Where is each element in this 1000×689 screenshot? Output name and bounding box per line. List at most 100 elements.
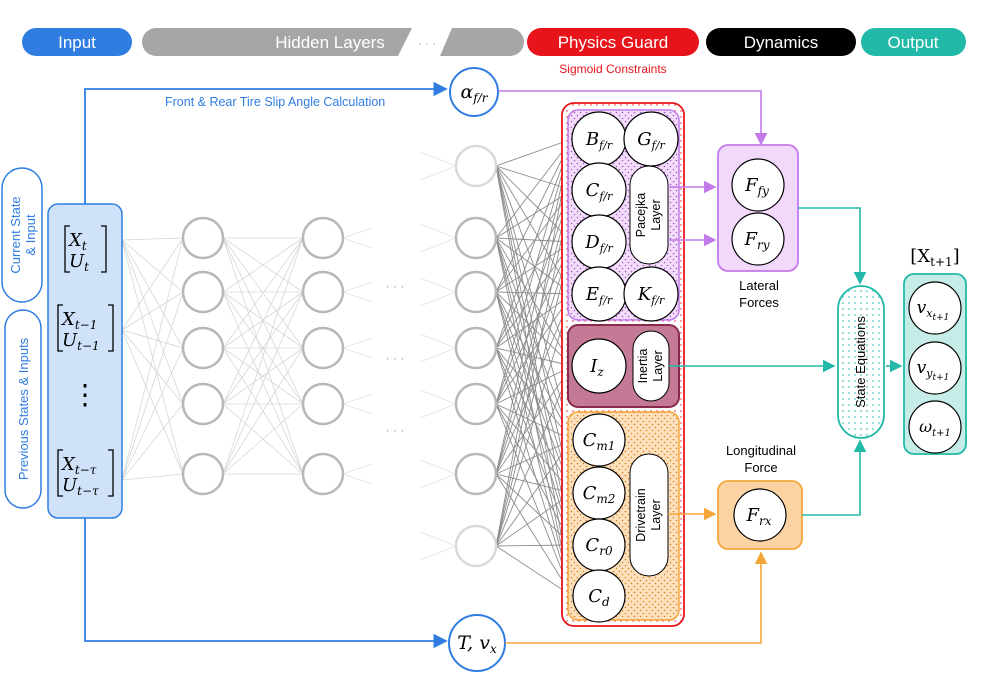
- bracket-left-3: [57, 449, 63, 497]
- svg-text:Ef/r: Ef/r: [585, 284, 613, 307]
- hidden-neuron: [454, 524, 498, 568]
- svg-text:vxt+1: vxt+1: [917, 298, 950, 323]
- svg-text:Fry: Fry: [743, 229, 769, 252]
- nn-edge: [419, 165, 457, 181]
- nn-edge: [419, 459, 457, 475]
- svg-text:Kf/r: Kf/r: [637, 284, 665, 307]
- longitudinal-force-block: Longitudinal Force Frx: [717, 443, 803, 550]
- header-dynamics-label: Dynamics: [744, 33, 819, 52]
- nn-edge-to-physics: [495, 545, 573, 597]
- nn-edge: [121, 329, 184, 405]
- input-xt-1: Xt−1: [60, 309, 97, 332]
- svg-text:Bf/r: Bf/r: [585, 129, 613, 152]
- nn-edge-to-physics: [495, 241, 573, 405]
- nn-edge: [342, 237, 373, 249]
- nn-edge: [419, 291, 457, 307]
- nn-edge: [342, 337, 373, 349]
- nn-edge: [121, 239, 184, 405]
- nn-edge: [419, 347, 457, 363]
- alpha-label: αf/r: [460, 81, 488, 105]
- slip-path: [84, 81, 448, 204]
- nn-edge: [222, 291, 304, 405]
- nn-edge-to-physics: [495, 138, 573, 475]
- nn-edge-to-physics: [495, 544, 573, 547]
- nn-edge: [121, 237, 184, 481]
- nn-edge: [222, 291, 304, 349]
- nn-edge: [419, 545, 457, 561]
- output-title: [Xt+1]: [910, 246, 959, 269]
- nn-edge: [342, 463, 373, 475]
- nn-edge-to-physics: [495, 138, 573, 239]
- nn-edge-to-physics: [495, 293, 573, 475]
- hidden-dots-1: · · ·: [386, 279, 405, 293]
- nn-edge: [222, 237, 304, 349]
- input-vertical-dots: ⋮: [71, 379, 99, 410]
- nn-edge: [121, 329, 184, 475]
- nn-edge: [121, 403, 184, 481]
- param-b: Bf/r: [571, 111, 627, 167]
- nn-edge: [222, 347, 304, 475]
- force-frx: Frx: [733, 488, 787, 542]
- hidden-neuron: [181, 216, 225, 260]
- force-ffy: Ffy: [731, 158, 785, 212]
- nn-edge: [419, 223, 457, 239]
- input-ut: Ut: [69, 251, 89, 274]
- current-state-line-1: Current State: [8, 196, 23, 273]
- nn-edge-to-physics: [495, 241, 573, 475]
- torque-velocity-label: T, vx: [457, 632, 497, 656]
- longitudinal-to-state: [802, 439, 867, 516]
- nn-edge-to-physics: [495, 138, 573, 167]
- nn-edge: [419, 389, 457, 405]
- previous-states-label: Previous States & Inputs: [16, 337, 31, 480]
- nn-edge-to-physics: [495, 189, 573, 547]
- param-cm1: Cm1: [572, 413, 626, 467]
- header-bar: Input Hidden Layers · · · Physics Guard …: [22, 28, 966, 76]
- param-iz: Iz: [571, 338, 627, 394]
- drivetrain-layer-line-1: Drivetrain: [634, 488, 648, 542]
- hidden-neuron: [181, 326, 225, 370]
- header-output-label: Output: [887, 33, 938, 52]
- nn-edge: [222, 403, 304, 475]
- torque-path: [84, 518, 448, 649]
- nn-edge-to-physics: [495, 403, 573, 441]
- nn-edge: [121, 237, 184, 331]
- nn-edge-to-physics: [495, 439, 573, 547]
- nn-edge-to-physics: [495, 492, 573, 547]
- nn-edge: [121, 239, 184, 293]
- nn-edge-to-physics: [495, 165, 573, 441]
- nn-edge: [121, 239, 184, 349]
- nn-edge: [222, 237, 304, 475]
- longitudinal-force-line-2: Force: [744, 460, 777, 475]
- svg-text:Cd: Cd: [588, 586, 610, 609]
- input-ut-1: Ut−1: [62, 330, 100, 353]
- hidden-neuron: [301, 216, 345, 260]
- hidden-dots-3: · · ·: [386, 423, 405, 437]
- inertia-layer-line-2: Layer: [651, 350, 665, 381]
- state-equations: State Equations: [837, 285, 885, 439]
- input-ut-tau: Ut−τ: [62, 475, 99, 498]
- nn-edge-to-physics: [495, 189, 573, 475]
- nn-edge-to-physics: [495, 293, 573, 349]
- header-physics-pill: [527, 28, 699, 56]
- nn-edge: [342, 227, 373, 239]
- nn-edge: [121, 473, 184, 481]
- nn-edge: [222, 237, 304, 293]
- output-vy: vyt+1: [908, 341, 962, 395]
- param-cr0: Cr0: [572, 518, 626, 572]
- param-cd: Cd: [572, 569, 626, 623]
- header-hidden-tail: [440, 28, 524, 56]
- nn-edge: [342, 393, 373, 405]
- nn-edge: [419, 333, 457, 349]
- header-physics-sub: Sigmoid Constraints: [559, 62, 666, 76]
- hidden-neuron: [301, 452, 345, 496]
- header-dynamics-pill: [706, 28, 856, 56]
- lateral-forces-block: Ffy Fry Lateral Forces: [717, 144, 799, 310]
- hidden-neuron: [301, 382, 345, 426]
- nn-edge-to-physics: [495, 165, 573, 243]
- nn-edge-to-physics: [495, 237, 573, 295]
- nn-edge-to-physics: [495, 138, 573, 349]
- hidden-layer-neurons: [181, 144, 498, 568]
- param-k: Kf/r: [623, 266, 679, 322]
- nn-edge: [121, 291, 184, 481]
- nn-edge: [342, 403, 373, 415]
